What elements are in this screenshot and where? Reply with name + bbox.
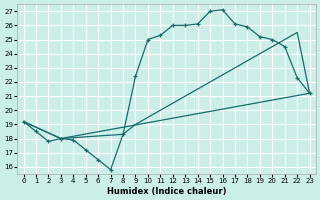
- X-axis label: Humidex (Indice chaleur): Humidex (Indice chaleur): [107, 187, 226, 196]
